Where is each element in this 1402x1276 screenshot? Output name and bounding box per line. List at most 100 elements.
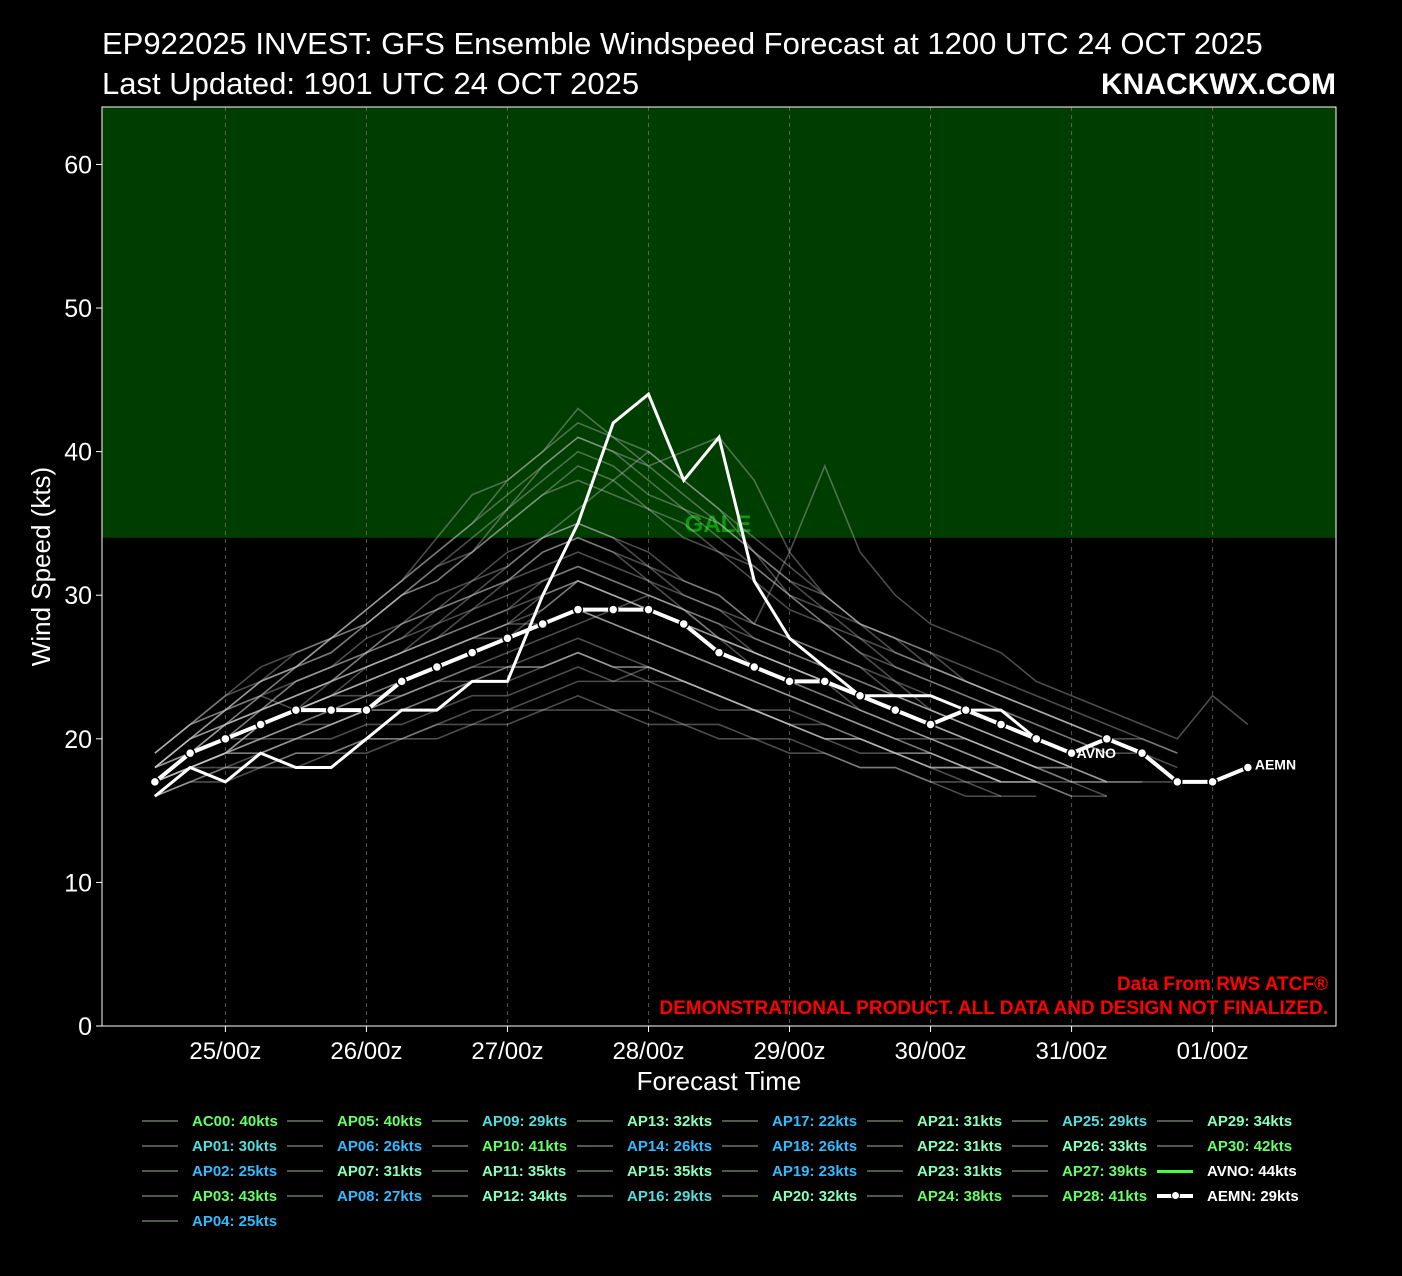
member-line-ap05	[154, 450, 1178, 769]
member-line-ap08	[154, 637, 1037, 783]
legend-item: AP04: 25kts	[142, 1210, 277, 1232]
member-line-ap12	[154, 536, 1072, 769]
legend-item: AEMN: 29kts	[1157, 1185, 1299, 1207]
legend-label: AP17: 22kts	[772, 1112, 858, 1130]
member-line-ap26	[154, 551, 1072, 769]
legend-swatch	[142, 1120, 178, 1122]
member-line-ap30	[154, 421, 1178, 769]
legend-label: AP23: 31kts	[917, 1162, 1003, 1180]
legend-swatch	[142, 1195, 178, 1197]
aemn-point	[643, 604, 654, 615]
legend-label: AP01: 30kts	[192, 1137, 278, 1155]
member-line-ap11	[154, 522, 1072, 783]
legend-item: AP27: 39kts	[1012, 1160, 1147, 1182]
x-axis-label: Forecast Time	[637, 1066, 802, 1096]
windspeed-chart: 25/00z 26/00z 27/00z 28/00z 29/00z 30/00z 31/0…	[26, 106, 1337, 1096]
legend-item: AP10: 41kts	[432, 1135, 567, 1157]
legend-item: AP23: 31kts	[867, 1160, 1002, 1182]
aemn-point	[819, 676, 831, 687]
legend-label: AP30: 42kts	[1207, 1137, 1293, 1155]
legend-label: AP24: 38kts	[917, 1187, 1003, 1205]
y-tick-label: 10	[64, 869, 92, 897]
legend-item: AP21: 31kts	[867, 1110, 1002, 1132]
aemn-point	[1207, 776, 1218, 788]
legend-swatch	[142, 1220, 178, 1222]
legend-swatch	[577, 1145, 613, 1147]
member-line-ap22	[154, 579, 1037, 783]
legend-item: AP01: 30kts	[142, 1135, 277, 1157]
legend-label: AVNO: 44kts	[1207, 1162, 1297, 1180]
legend-label: AC00: 40kts	[192, 1112, 278, 1130]
legend-item: AP26: 33kts	[1012, 1135, 1147, 1157]
legend-swatch	[867, 1145, 903, 1147]
chart-title: EP922025 INVEST: GFS Ensemble Windspeed …	[102, 26, 1263, 61]
legend-item: AP13: 32kts	[577, 1110, 712, 1132]
x-tick-label: 01/00z	[1177, 1038, 1249, 1065]
legend-item: AP17: 22kts	[722, 1110, 857, 1132]
legend-item: AP06: 26kts	[287, 1135, 422, 1157]
legend-item: AP29: 34kts	[1157, 1110, 1292, 1132]
legend-item: AP20: 32kts	[722, 1185, 857, 1207]
member-line-ap20	[154, 565, 1107, 783]
legend-label: AP21: 31kts	[917, 1112, 1003, 1130]
y-tick-label: 40	[64, 439, 92, 467]
legend-swatch	[867, 1120, 903, 1122]
y-tick-label: 50	[64, 295, 92, 323]
aemn-line	[153, 607, 1249, 784]
legend-label: AP07: 31kts	[337, 1162, 423, 1180]
legend-item: AP30: 42kts	[1157, 1135, 1292, 1157]
aemn-point	[220, 733, 231, 745]
aemn-point	[784, 676, 795, 687]
legend-label: AP19: 23kts	[772, 1162, 858, 1180]
legend-item: AP28: 41kts	[1012, 1185, 1147, 1207]
legend-swatch	[1157, 1169, 1193, 1173]
avno-line	[153, 391, 1073, 798]
aemn-point	[1172, 776, 1183, 788]
legend-label: AP27: 39kts	[1062, 1162, 1148, 1180]
legend-label: AP02: 25kts	[192, 1162, 278, 1180]
legend-item: AP18: 26kts	[722, 1135, 857, 1157]
x-tick-label: 26/00z	[330, 1038, 402, 1065]
legend-swatch	[867, 1170, 903, 1172]
legend-label: AP10: 41kts	[482, 1137, 568, 1155]
member-line-ap03	[154, 407, 1108, 754]
aemn-point	[255, 719, 266, 730]
legend-item: AP16: 29kts	[577, 1185, 712, 1207]
legend-swatch	[142, 1170, 178, 1172]
y-tick-label: 0	[78, 1013, 92, 1041]
legend-swatch	[1157, 1145, 1193, 1147]
aemn-point	[290, 704, 302, 716]
legend-label: AP29: 34kts	[1207, 1112, 1293, 1130]
x-tick-label: 25/00z	[189, 1038, 261, 1065]
legend-label: AP28: 41kts	[1062, 1187, 1148, 1205]
legend-label: AP18: 26kts	[772, 1137, 858, 1155]
legend-item: AP22: 31kts	[867, 1135, 1002, 1157]
aemn-point	[1031, 733, 1042, 745]
legend-label: AP06: 26kts	[337, 1137, 423, 1155]
aemn-point	[1101, 733, 1113, 745]
legend-swatch	[1157, 1120, 1193, 1122]
aemn-point	[537, 618, 548, 630]
legend-marker	[1171, 1191, 1180, 1200]
legend-swatch	[1012, 1170, 1048, 1172]
legend-swatch	[287, 1120, 323, 1122]
member-line-ap13	[154, 565, 1107, 797]
brand-label: KNACKWX.COM	[1101, 68, 1336, 101]
aemn-point	[854, 690, 866, 701]
legend-item: AVNO: 44kts	[1157, 1160, 1297, 1182]
legend-swatch	[722, 1170, 758, 1172]
member-line-ap02	[154, 666, 1107, 798]
legend-item: AP07: 31kts	[287, 1160, 422, 1182]
member-line-ap23	[154, 579, 1072, 797]
data-source-note: Data From RWS ATCF®	[1117, 974, 1328, 995]
aemn-point	[149, 776, 161, 788]
legend-label: AP26: 33kts	[1062, 1137, 1148, 1155]
legend-label: AEMN: 29kts	[1207, 1187, 1299, 1205]
member-line-ap06	[154, 651, 1037, 797]
legend-label: AP14: 26kts	[627, 1137, 713, 1155]
aemn-point	[502, 633, 513, 644]
aemn-point	[325, 704, 337, 716]
disclaimer-note: DEMONSTRATIONAL PRODUCT. ALL DATA AND DE…	[660, 998, 1329, 1019]
member-line-ap16	[154, 608, 1037, 783]
legend-swatch	[722, 1195, 758, 1197]
